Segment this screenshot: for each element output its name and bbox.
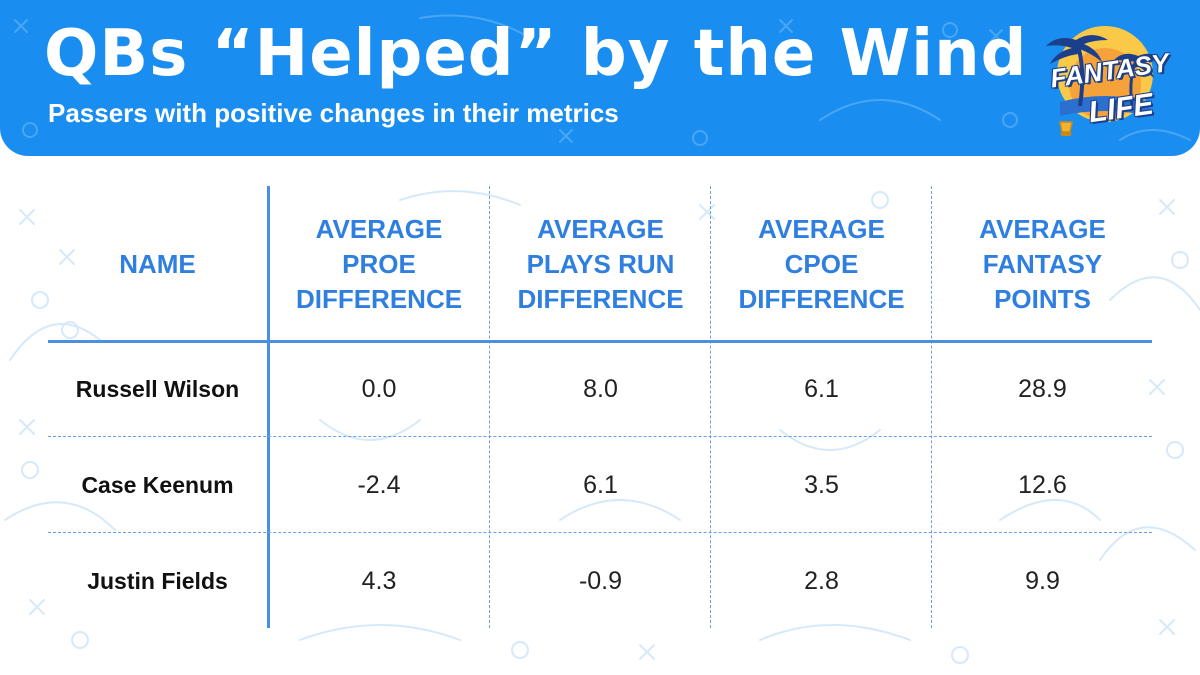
stats-table: NAME AVERAGE PROE DIFFERENCE AVERAGE PLAYS…	[48, 186, 1152, 628]
cpoe-difference-cell: 3.5	[804, 470, 839, 499]
column-header-name: NAME	[119, 248, 196, 279]
header-banner: QBs “Helped” by the Wind Passers with po…	[0, 0, 1200, 156]
column-header-proe: AVERAGE PROE DIFFERENCE	[295, 213, 463, 314]
plays-run-difference-cell: 8.0	[583, 374, 618, 403]
plays-run-difference-cell: -0.9	[578, 566, 623, 595]
column-divider	[931, 186, 932, 628]
column-divider	[489, 186, 490, 628]
column-header-cpoe: AVERAGE CPOE DIFFERENCE	[738, 213, 905, 314]
row-divider	[48, 532, 1152, 533]
player-name-cell: Case Keenum	[81, 471, 234, 498]
proe-difference-cell: 4.3	[361, 566, 397, 595]
header-divider	[48, 340, 1152, 343]
fantasy-life-logo	[1046, 26, 1162, 136]
fantasy-points-cell: 28.9	[1018, 374, 1067, 403]
player-name-cell: Russell Wilson	[75, 375, 240, 402]
column-divider	[710, 186, 711, 628]
column-header-fantasy-points: AVERAGE FANTASY POINTS	[979, 213, 1106, 314]
proe-difference-cell: -2.4	[357, 470, 401, 499]
column-header-plays-run: AVERAGE PLAYS RUN DIFFERENCE	[517, 213, 684, 314]
player-name-cell: Justin Fields	[87, 567, 228, 594]
page-title: QBs “Helped” by the Wind	[44, 17, 1028, 91]
row-divider	[48, 436, 1152, 437]
cpoe-difference-cell: 2.8	[804, 566, 839, 595]
fantasy-points-cell: 9.9	[1025, 566, 1060, 595]
cpoe-difference-cell: 6.1	[804, 374, 839, 403]
proe-difference-cell: 0.0	[361, 374, 397, 403]
fantasy-points-cell: 12.6	[1018, 470, 1067, 499]
page-subtitle: Passers with positive changes in their m…	[48, 98, 619, 128]
name-column-divider	[267, 186, 270, 628]
plays-run-difference-cell: 6.1	[583, 470, 618, 499]
header-playbook-pattern	[14, 14, 1191, 146]
